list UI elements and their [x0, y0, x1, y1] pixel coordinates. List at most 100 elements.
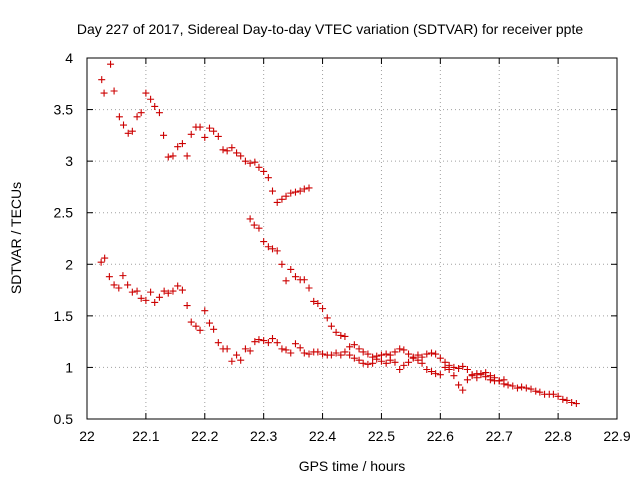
- data-point: [445, 361, 453, 369]
- x-tick-label: 22.6: [427, 428, 454, 444]
- data-point: [291, 188, 299, 196]
- data-point: [346, 351, 354, 359]
- data-point: [100, 89, 108, 97]
- data-point: [250, 221, 258, 229]
- data-point: [300, 185, 308, 193]
- data-point: [278, 345, 286, 353]
- data-point: [183, 152, 191, 160]
- data-point: [214, 132, 222, 140]
- data-point: [160, 131, 168, 139]
- data-point: [120, 121, 128, 129]
- data-point: [124, 129, 132, 137]
- data-point: [491, 374, 499, 382]
- data-point: [142, 89, 150, 97]
- data-point: [323, 314, 331, 322]
- x-axis-label: GPS time / hours: [299, 458, 406, 474]
- data-point: [97, 258, 105, 266]
- chart-title: Day 227 of 2017, Sidereal Day-to-day VTE…: [77, 21, 584, 37]
- data-point: [137, 294, 145, 302]
- data-point: [264, 339, 272, 347]
- data-point: [164, 289, 172, 297]
- data-point: [147, 288, 155, 296]
- data-point: [287, 265, 295, 273]
- y-tick-label: 2: [65, 256, 73, 272]
- x-tick-label: 22.4: [309, 428, 336, 444]
- data-point: [527, 385, 535, 393]
- data-point: [568, 398, 576, 406]
- data-point: [364, 360, 372, 368]
- data-point: [119, 272, 127, 280]
- data-point: [210, 127, 218, 135]
- data-point: [518, 383, 526, 391]
- data-point: [346, 343, 354, 351]
- data-point: [269, 335, 276, 343]
- data-point: [350, 354, 358, 362]
- data-point: [214, 339, 222, 347]
- data-point: [355, 345, 363, 353]
- data-point: [332, 349, 340, 357]
- data-point: [459, 386, 467, 394]
- data-point: [509, 382, 517, 390]
- x-tick-label: 22: [79, 428, 95, 444]
- data-point: [246, 215, 254, 223]
- data-point: [373, 352, 381, 360]
- data-point: [423, 365, 431, 373]
- data-point: [174, 143, 182, 151]
- data-point: [377, 351, 385, 359]
- data-point: [455, 381, 463, 389]
- data-point: [400, 346, 408, 354]
- data-point: [327, 351, 335, 359]
- data-point: [296, 344, 304, 352]
- data-point: [563, 396, 571, 404]
- y-tick-label: 0.5: [54, 411, 74, 427]
- x-tick-label: 22.9: [603, 428, 630, 444]
- data-point: [432, 370, 440, 378]
- data-point: [124, 281, 132, 289]
- data-point: [500, 380, 508, 388]
- data-point: [391, 358, 399, 366]
- data-point: [382, 350, 390, 358]
- data-point: [300, 276, 308, 284]
- data-point: [223, 147, 231, 155]
- data-point: [369, 353, 377, 361]
- data-point: [450, 363, 458, 371]
- grid: [87, 58, 617, 419]
- data-point: [260, 337, 268, 345]
- x-tick-label: 22.2: [191, 428, 218, 444]
- x-tick-label: 22.1: [132, 428, 159, 444]
- data-point: [377, 357, 385, 365]
- data-point: [305, 350, 313, 358]
- y-tick-label: 3: [65, 153, 73, 169]
- data-points: [97, 60, 580, 408]
- data-point: [237, 152, 245, 160]
- data-point: [337, 331, 345, 339]
- data-point: [233, 149, 241, 157]
- data-point: [246, 347, 254, 355]
- data-point: [241, 157, 249, 165]
- data-point: [572, 400, 580, 408]
- series-satellite-b: [97, 254, 508, 394]
- data-point: [196, 326, 204, 334]
- data-point: [128, 127, 136, 135]
- data-point: [192, 322, 200, 330]
- data-point: [364, 350, 372, 358]
- data-point: [264, 243, 272, 251]
- data-point: [241, 345, 249, 353]
- data-point: [382, 359, 390, 367]
- data-point: [350, 341, 358, 349]
- data-point: [178, 140, 186, 148]
- data-point: [559, 395, 567, 403]
- data-point: [513, 384, 521, 392]
- data-point: [300, 349, 308, 357]
- data-point: [278, 195, 286, 203]
- data-point: [110, 87, 118, 95]
- data-point: [187, 130, 195, 138]
- data-point: [305, 184, 313, 192]
- data-point: [133, 287, 141, 295]
- data-point: [110, 281, 118, 289]
- data-point: [369, 359, 377, 367]
- data-point: [174, 282, 182, 290]
- data-point: [504, 381, 512, 389]
- data-point: [327, 322, 335, 330]
- data-point: [477, 371, 485, 379]
